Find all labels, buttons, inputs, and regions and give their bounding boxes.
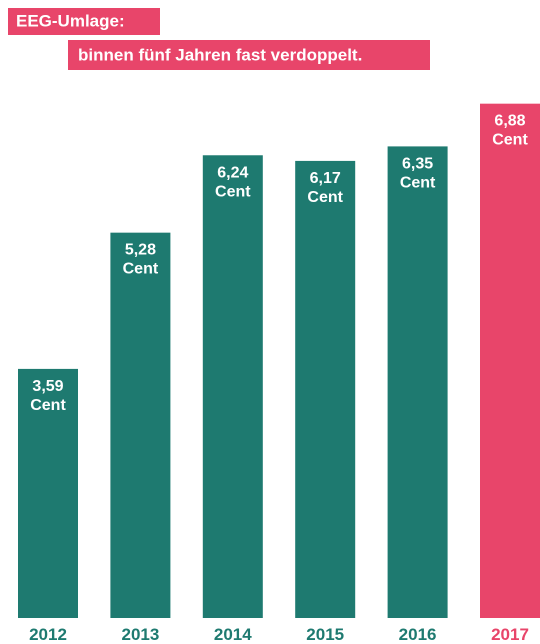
bar [295,160,356,618]
title-box [8,8,160,35]
chart-title: EEG-Umlage: [16,11,125,30]
subtitle-box [68,40,430,70]
x-tick-label: 2016 [399,625,437,644]
value-label: 6,35 Cent [400,155,436,191]
x-tick-label: 2014 [214,625,252,644]
value-label: 6,24 Cent [215,164,251,200]
x-tick-label: 2015 [306,625,344,644]
x-tick-label: 2017 [491,625,529,644]
x-tick-label: 2013 [121,625,159,644]
value-label: 5,28 Cent [123,242,159,278]
value-label: 6,17 Cent [307,170,343,206]
bar [18,368,78,618]
value-label: 6,88 Cent [492,113,528,149]
bar [387,146,448,618]
chart-subtitle: binnen fünf Jahren fast verdoppelt. [78,45,362,64]
bar [480,103,540,619]
bar [202,155,263,618]
bar [110,232,171,619]
value-label: 3,59 Cent [30,378,66,414]
x-tick-label: 2012 [29,625,67,644]
